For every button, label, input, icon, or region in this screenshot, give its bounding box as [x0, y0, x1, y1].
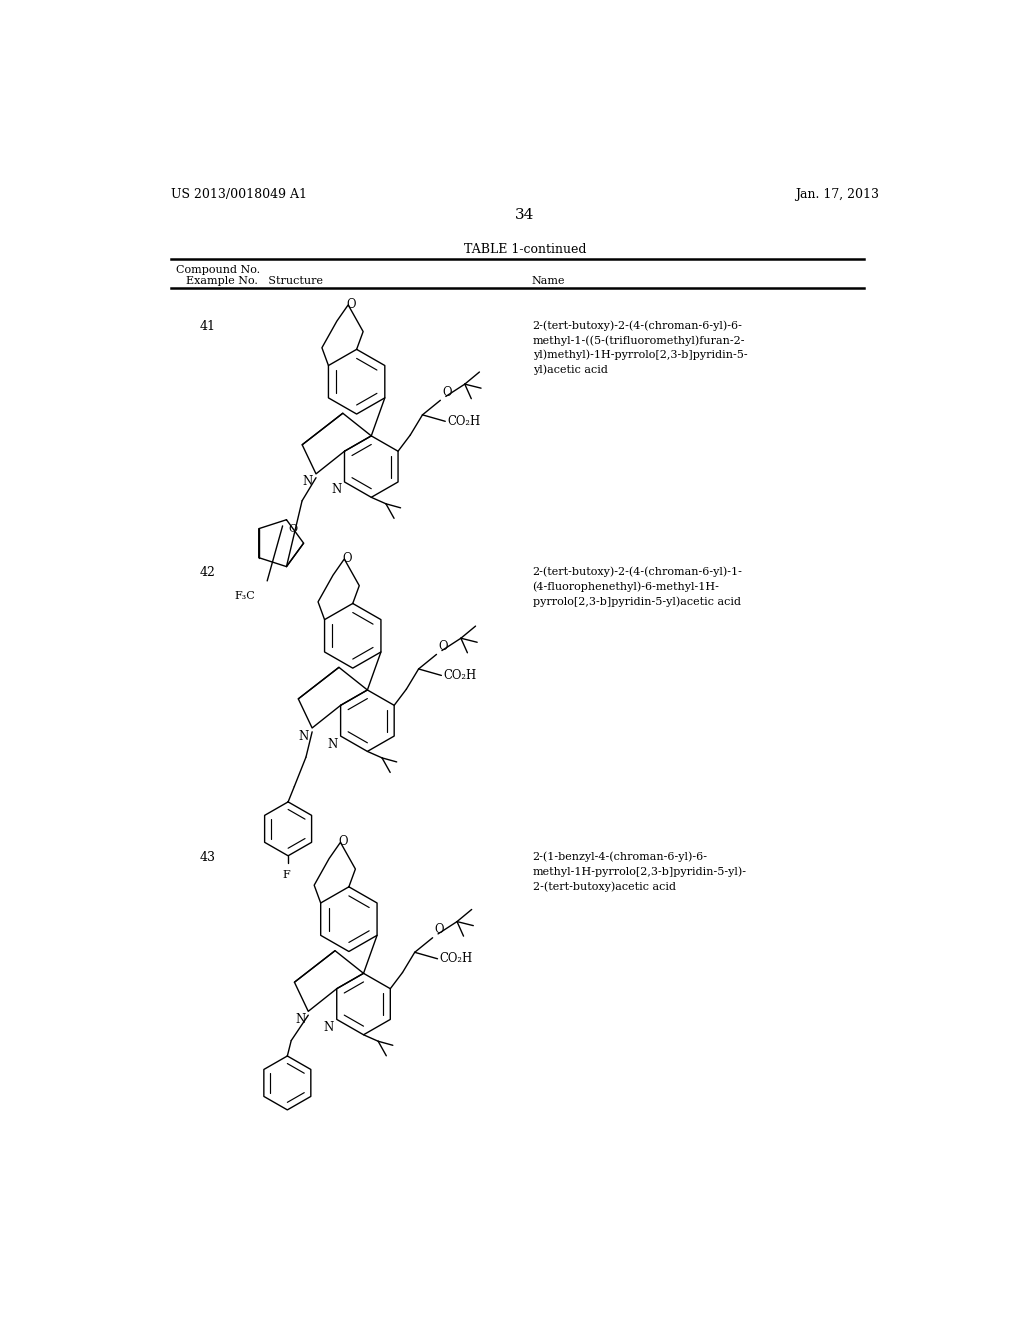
Text: Example No.   Structure: Example No. Structure [186, 276, 324, 286]
Text: F₃C: F₃C [234, 591, 256, 601]
Text: US 2013/0018049 A1: US 2013/0018049 A1 [171, 187, 306, 201]
Text: 41: 41 [200, 321, 215, 333]
Text: N: N [331, 483, 341, 496]
Text: N: N [324, 1020, 334, 1034]
Text: TABLE 1-continued: TABLE 1-continued [464, 243, 586, 256]
Text: 2-(tert-butoxy)-2-(4-(chroman-6-yl)-1-
(4-fluorophenethyl)-6-methyl-1H-
pyrrolo[: 2-(tert-butoxy)-2-(4-(chroman-6-yl)-1- (… [532, 566, 742, 607]
Text: CO₂H: CO₂H [440, 952, 473, 965]
Text: O: O [346, 298, 356, 310]
Text: N: N [295, 1012, 305, 1026]
Text: CO₂H: CO₂H [447, 414, 481, 428]
Text: 42: 42 [200, 566, 215, 579]
Text: O: O [434, 923, 443, 936]
Text: O: O [343, 552, 352, 565]
Text: 2-(1-benzyl-4-(chroman-6-yl)-6-
methyl-1H-pyrrolo[2,3-b]pyridin-5-yl)-
2-(tert-b: 2-(1-benzyl-4-(chroman-6-yl)-6- methyl-1… [532, 851, 746, 891]
Text: 43: 43 [200, 851, 215, 865]
Text: O: O [289, 524, 298, 533]
Text: N: N [303, 475, 313, 488]
Text: N: N [299, 730, 309, 743]
Text: 34: 34 [515, 209, 535, 223]
Text: O: O [438, 640, 447, 653]
Text: 2-(tert-butoxy)-2-(4-(chroman-6-yl)-6-
methyl-1-((5-(trifluoromethyl)furan-2-
yl: 2-(tert-butoxy)-2-(4-(chroman-6-yl)-6- m… [532, 321, 748, 375]
Text: Name: Name [531, 276, 564, 286]
Text: CO₂H: CO₂H [443, 669, 477, 682]
Text: O: O [339, 836, 348, 849]
Text: F: F [283, 870, 291, 879]
Text: Jan. 17, 2013: Jan. 17, 2013 [795, 187, 879, 201]
Text: Compound No.: Compound No. [176, 264, 260, 275]
Text: N: N [328, 738, 338, 751]
Text: O: O [442, 385, 452, 399]
